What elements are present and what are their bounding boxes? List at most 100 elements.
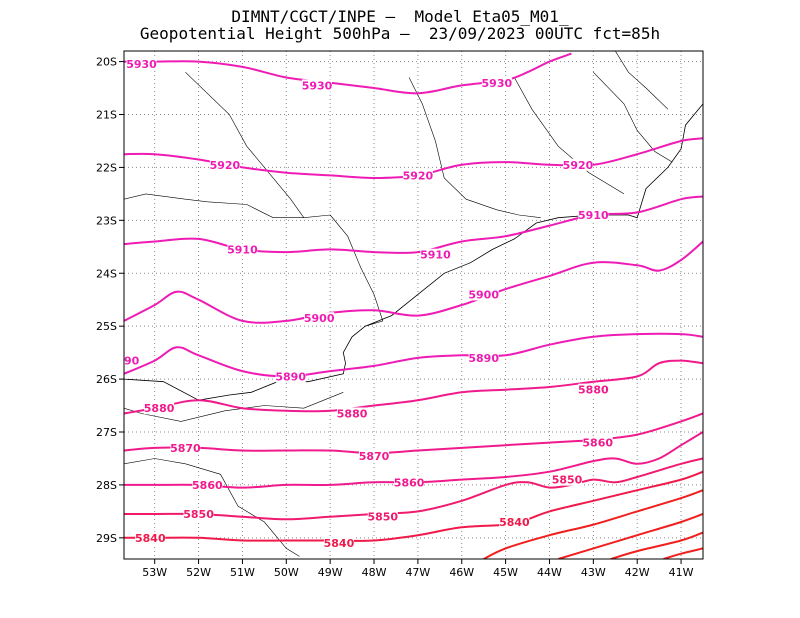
y-tick-label: 28S (96, 479, 117, 492)
contour-label-bg (394, 476, 425, 489)
contour-label-bg (582, 436, 613, 449)
contour-label-bg (144, 402, 175, 415)
contour-label-5840: 5840 (135, 532, 166, 545)
contour-5900 (124, 240, 703, 324)
chart-title-line-2: Geopotential Height 500hPa – 23/09/2023 … (139, 24, 661, 43)
contour-label-bg (227, 243, 258, 256)
state-border (329, 214, 384, 327)
y-tick-label: 25S (96, 320, 117, 333)
contour-label-bg (481, 76, 512, 89)
contour-label-bg (468, 351, 499, 364)
contour-label-5880: 5880 (144, 402, 175, 415)
contour-5870 (124, 412, 703, 455)
contour-label-5840: 5840 (499, 516, 530, 529)
contour-label-5890: 5890 (468, 352, 499, 365)
contour-label-bg (562, 158, 593, 171)
contour-5860 (124, 431, 703, 489)
contour-label-5850: 5850 (367, 511, 398, 524)
contour-label-bg (209, 158, 240, 171)
y-tick-label: 21S (96, 109, 117, 122)
contour-5840 (124, 470, 703, 542)
contour-label-5930: 5930 (302, 79, 333, 92)
contour-label-5840: 5840 (324, 537, 355, 550)
contour-label-bg (499, 515, 530, 528)
contour-label-5890: 5890 (275, 370, 306, 383)
contour-5890 (124, 332, 703, 378)
contour-label-5920: 5920 (563, 159, 594, 172)
state-border (124, 458, 300, 557)
contour-label-5930: 5930 (482, 77, 513, 90)
contour-label-bg (275, 370, 306, 383)
state-border (593, 71, 673, 163)
contour-label-bg (124, 354, 139, 367)
contour-label-5850: 5850 (552, 474, 583, 487)
contour-5930 (124, 52, 572, 95)
contour-label-5910: 5910 (578, 209, 609, 222)
contour-label-bg (367, 510, 398, 523)
x-tick-label: 43W (581, 566, 606, 579)
contour-label-5890: 5890 (109, 355, 140, 368)
contour-label-5870: 5870 (170, 442, 201, 455)
x-tick-label: 53W (142, 566, 167, 579)
contour-label-bg (135, 531, 166, 544)
y-tick-label: 22S (96, 161, 117, 174)
contour-5880 (124, 359, 703, 415)
y-tick-label: 24S (96, 267, 117, 280)
y-tick-label: 26S (96, 373, 117, 386)
x-tick-label: 47W (405, 566, 430, 579)
contour-label-bg (183, 508, 214, 521)
state-border (408, 77, 541, 218)
contour-labels: 5930 5930 5930 5920 5920 5920 5910 5910 5910 5900… (109, 58, 613, 550)
contour-label-5870: 5870 (359, 450, 390, 463)
x-tick-label: 48W (362, 566, 387, 579)
contour-label-5860: 5860 (192, 479, 223, 492)
contour-label-5900: 5900 (468, 288, 499, 301)
state-border (185, 71, 331, 219)
axes: 53W 52W 51W 50W 49W 48W 47W 46W 45W 44W 43W 42W 41W 2… (96, 56, 694, 579)
contour-label-bg (359, 449, 390, 462)
contour-label-5880: 5880 (337, 407, 368, 420)
contour-lines (124, 52, 703, 559)
coastline (124, 103, 703, 401)
contour-label-5910: 5910 (420, 249, 451, 262)
contour-label-5850: 5850 (183, 508, 214, 521)
contour-label-bg (192, 478, 223, 491)
contour-label-5920: 5920 (210, 159, 241, 172)
contour-5910 (124, 195, 703, 254)
contour-label-bg (323, 537, 354, 550)
x-tick-label: 41W (669, 566, 694, 579)
contour-label-bg (420, 248, 451, 261)
contour-label-5860: 5860 (394, 476, 425, 489)
contour-label-bg (337, 407, 368, 420)
x-tick-label: 46W (449, 566, 474, 579)
map-outline (124, 51, 703, 557)
x-tick-label: 52W (186, 566, 211, 579)
contour-label-bg (468, 288, 499, 301)
contour-5850 (124, 457, 703, 521)
contour-label-5920: 5920 (403, 169, 434, 182)
contour-label-5860: 5860 (582, 437, 613, 450)
chart-title-line-1: DIMNT/CGCT/INPE – Model Eta05_M01_ (231, 7, 569, 26)
x-tick-label: 50W (274, 566, 299, 579)
x-tick-label: 51W (230, 566, 255, 579)
state-border (514, 77, 625, 195)
contour-label-5930: 5930 (126, 58, 157, 71)
state-border (615, 51, 669, 110)
state-border (124, 392, 344, 422)
contour-5800 (663, 547, 703, 559)
contour-label-bg (126, 58, 157, 71)
contour-label-bg (552, 473, 583, 486)
contour-label-bg (302, 79, 332, 92)
contour-label-5900: 5900 (304, 312, 335, 325)
x-tick-label: 44W (537, 566, 562, 579)
x-tick-label: 45W (493, 566, 518, 579)
contour-label-5880: 5880 (578, 384, 609, 397)
contour-label-bg (402, 169, 433, 182)
contour-label-5910: 5910 (227, 243, 258, 256)
y-tick-label: 27S (96, 426, 117, 439)
contour-label-bg (304, 312, 335, 325)
y-tick-label: 29S (96, 532, 117, 545)
contour-5830 (483, 489, 703, 559)
contour-5820 (558, 513, 703, 559)
